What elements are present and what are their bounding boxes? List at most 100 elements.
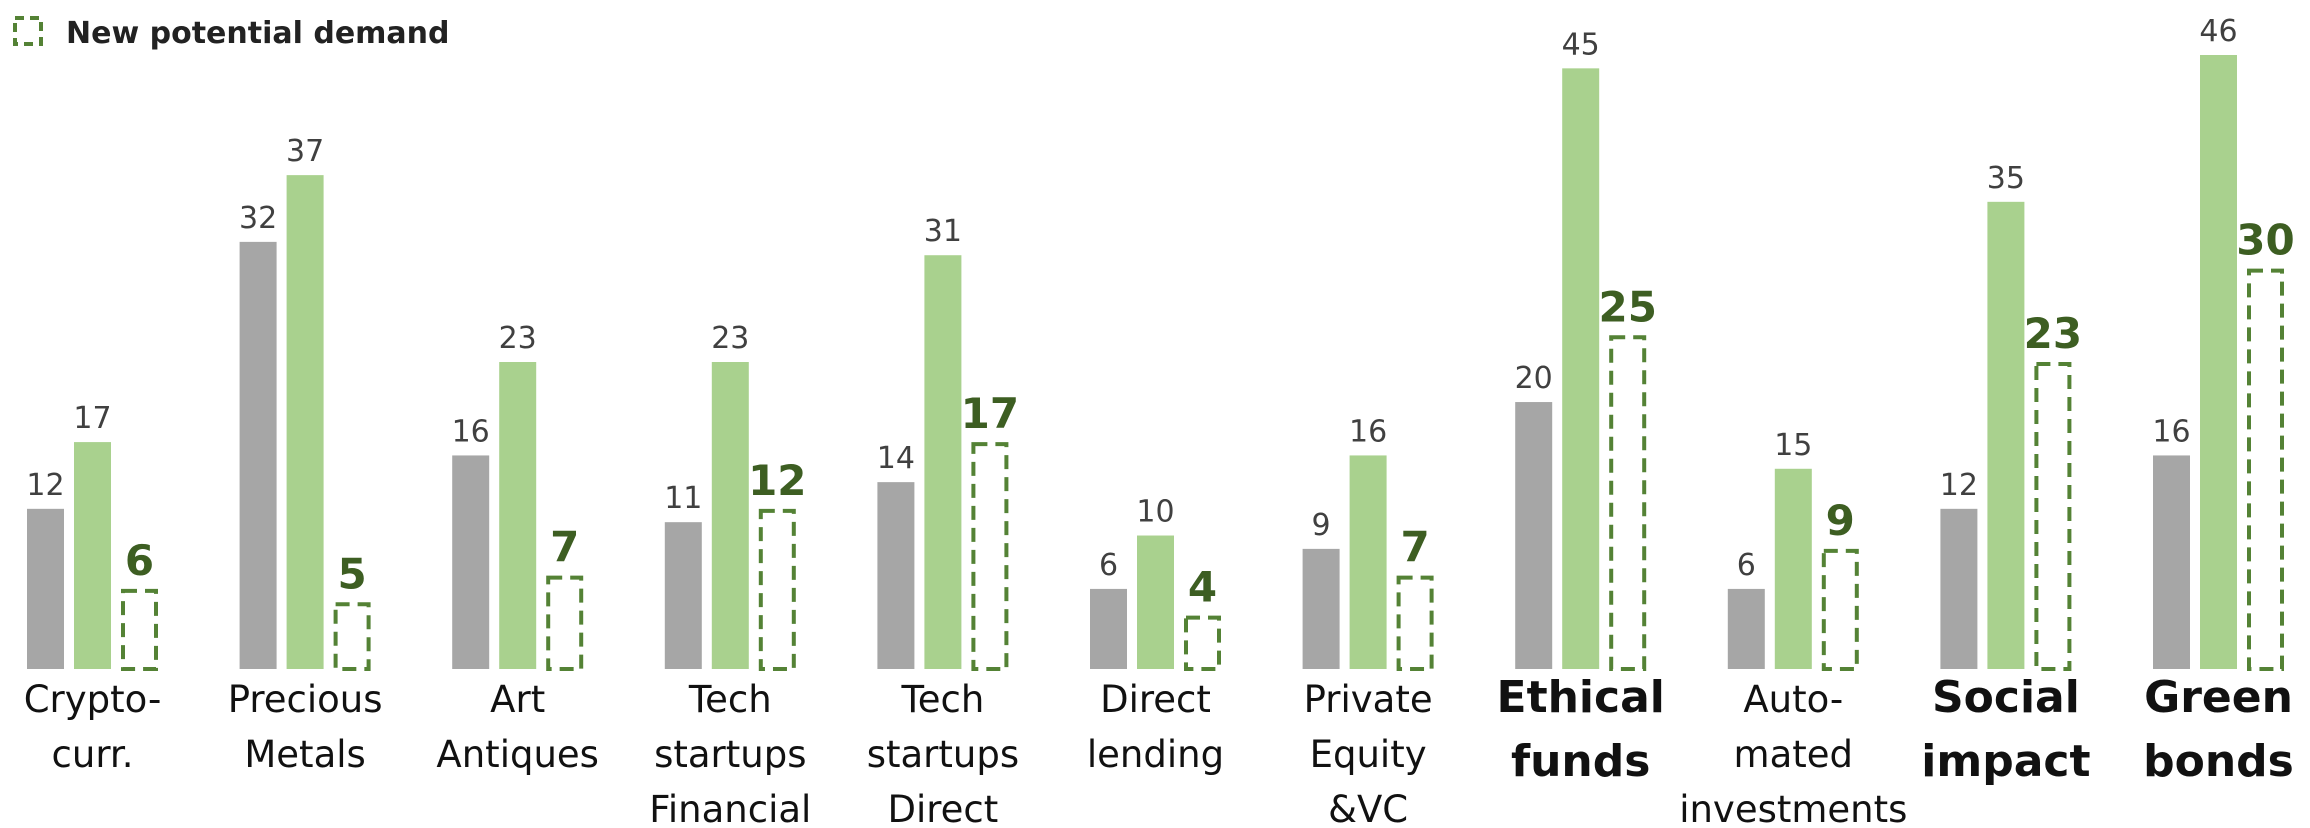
- bar: [877, 482, 915, 669]
- bar: [74, 442, 111, 669]
- x-tick-label-line: Ethical: [1497, 672, 1665, 723]
- bar: [1727, 588, 1765, 669]
- bar: [2200, 55, 2237, 669]
- value-label: 45: [1562, 27, 1600, 62]
- x-tick-label: Social impact: [1921, 672, 2090, 787]
- value-label: 20: [1515, 361, 1553, 396]
- value-label: 6: [125, 536, 154, 585]
- value-label: 6: [1737, 548, 1756, 583]
- value-label: 7: [1400, 523, 1429, 572]
- x-tick-label-line: Tech: [688, 678, 772, 721]
- value-label: 12: [748, 456, 806, 505]
- value-label: 16: [452, 414, 490, 449]
- value-label: 31: [924, 214, 962, 249]
- value-label: 10: [1136, 495, 1174, 530]
- value-label: 11: [664, 481, 702, 516]
- x-tick-label-line: Art: [490, 678, 545, 721]
- bar: [758, 508, 796, 671]
- x-tick-label-line: bonds: [2143, 736, 2294, 787]
- value-label: 9: [1826, 496, 1855, 545]
- value-label: 16: [2152, 414, 2190, 449]
- bar: [333, 602, 371, 671]
- x-tick-label-line: Metals: [244, 733, 365, 776]
- legend-swatch: [13, 16, 43, 46]
- x-tick-label: Tech startups Financial: [649, 678, 811, 828]
- x-tick-label: Direct lending: [1087, 678, 1224, 776]
- value-label: 6: [1099, 548, 1118, 583]
- bar: [2153, 455, 2190, 669]
- bar: [546, 575, 584, 672]
- x-tick-label-line: investments: [1679, 788, 1907, 828]
- value-label: 7: [550, 523, 579, 572]
- x-tick-label-line: startups: [654, 733, 806, 776]
- bar: [1302, 548, 1340, 669]
- bar: [1349, 455, 1387, 669]
- bar: [499, 362, 537, 669]
- x-tick-label: Crypto-curr.: [24, 678, 162, 776]
- x-tick-label-line: Financial: [649, 788, 811, 828]
- x-tick-label: Tech startups Direct: [867, 678, 1019, 828]
- x-tick-label-line: Auto-: [1743, 678, 1843, 721]
- x-tick-label-line: Tech: [900, 678, 984, 721]
- value-label: 30: [2236, 216, 2294, 265]
- x-tick-label-line: &VC: [1328, 788, 1408, 828]
- bar: [239, 241, 277, 669]
- bar: [1774, 468, 1812, 669]
- value-label: 12: [1940, 468, 1978, 503]
- bar: [1090, 588, 1127, 669]
- bar: [2247, 268, 2284, 671]
- bar: [452, 455, 490, 669]
- value-label: 25: [1598, 282, 1656, 331]
- value-label: 35: [1987, 161, 2025, 196]
- value-label: 46: [2199, 14, 2237, 49]
- x-tick-label-line: mated: [1734, 733, 1853, 776]
- x-tick-label-line: Direct: [1100, 678, 1211, 721]
- x-tick-label-line: curr.: [52, 733, 134, 776]
- x-tick-label: Precious Metals: [228, 678, 383, 776]
- bar: [1184, 615, 1221, 672]
- x-tick-label-line: impact: [1921, 736, 2090, 787]
- value-label: 17: [73, 401, 111, 436]
- x-tick-label-line: Antiques: [436, 733, 599, 776]
- bar: [27, 508, 64, 669]
- x-tick-label-line: Private: [1304, 678, 1433, 721]
- bar: [2034, 362, 2072, 671]
- x-tick-label-line: Equity: [1310, 733, 1427, 776]
- x-tick-label-line: Social: [1932, 672, 2080, 723]
- x-tick-label-line: startups: [867, 733, 1019, 776]
- bar: [1137, 535, 1174, 669]
- value-label: 23: [711, 321, 749, 356]
- x-tick-label-line: Green: [2144, 672, 2293, 723]
- bar: [121, 588, 158, 671]
- value-label: 5: [337, 549, 366, 598]
- x-tick-label-line: funds: [1511, 736, 1650, 787]
- bar: [711, 362, 749, 669]
- value-label: 9: [1312, 508, 1331, 543]
- x-tick-label: Auto-mated investments: [1679, 678, 1907, 828]
- value-label: 12: [26, 468, 64, 503]
- value-label: 37: [286, 134, 324, 169]
- value-label: 15: [1774, 428, 1812, 463]
- bar: [286, 175, 324, 669]
- value-label: 23: [499, 321, 537, 356]
- bar: [1940, 508, 1978, 669]
- bar: [1821, 548, 1859, 671]
- x-tick-label: Green bonds: [2143, 672, 2294, 787]
- bar: [1987, 201, 2025, 669]
- bar: [1396, 575, 1434, 672]
- bar: [924, 255, 962, 669]
- legend-label: New potential demand: [66, 16, 450, 51]
- bar: [664, 522, 702, 669]
- bar: [1609, 335, 1647, 671]
- value-label: 23: [2024, 309, 2082, 358]
- value-label: 14: [877, 441, 915, 476]
- x-tick-label-line: Direct: [888, 788, 999, 828]
- bar: [1562, 68, 1600, 669]
- value-label: 32: [239, 201, 277, 236]
- x-tick-label: Ethical funds: [1497, 672, 1665, 787]
- x-tick-label-line: Precious: [228, 678, 383, 721]
- value-label: 16: [1349, 414, 1387, 449]
- value-label: 17: [961, 389, 1019, 438]
- bar: [1515, 402, 1553, 669]
